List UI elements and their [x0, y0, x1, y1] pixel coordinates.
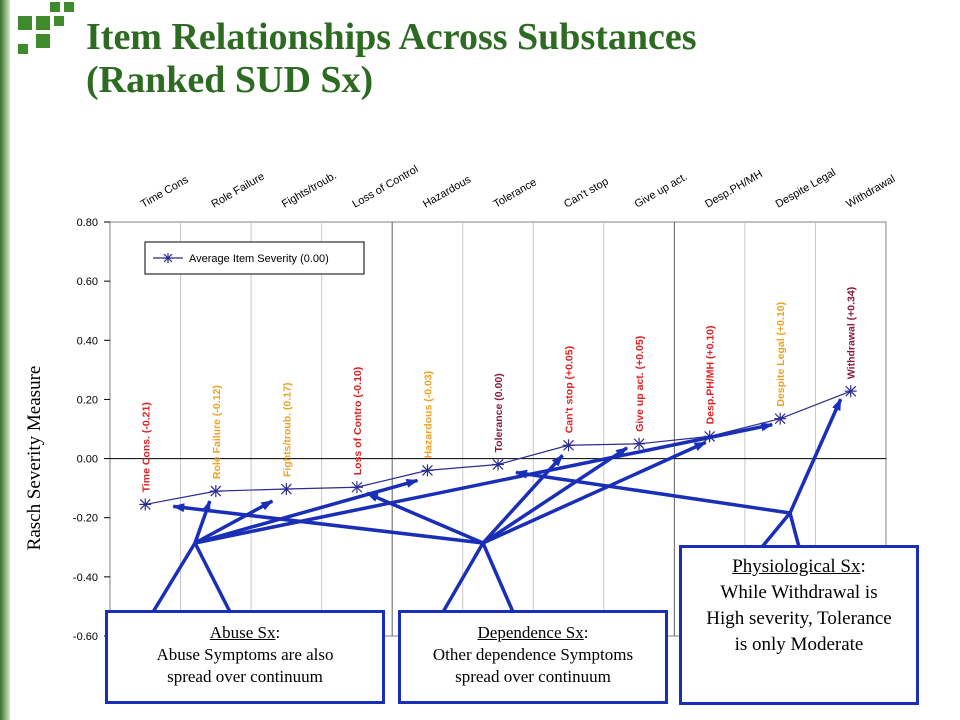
point-labels: Time Cons. (-0.21) Role Failure (-0.12) Fi…: [140, 287, 857, 493]
callout-abuse-line-2: spread over continuum: [167, 667, 323, 686]
callout-pointer-line: [481, 542, 515, 613]
data-point-marker: [844, 385, 857, 398]
callout-pointer-line: [151, 542, 197, 613]
y-tick-labels: 0.80 0.60 0.40 0.20 0.00 -0.20 -0.40 -0.60: [73, 217, 110, 643]
title-line-1: Item Relationships Across Substances: [86, 16, 697, 58]
point-label: Can't stop (+0.05): [564, 346, 576, 433]
callout-arrow: [482, 446, 629, 545]
point-label: Loss of Contro (-0.10): [352, 367, 364, 476]
slide-title: Item Relationships Across Substances (Ra…: [86, 16, 946, 102]
callout-arrow: [788, 398, 843, 514]
data-point-marker: [774, 412, 787, 425]
y-tick-label: 0.20: [77, 394, 98, 406]
data-point-marker: [209, 485, 222, 498]
category-label: Desp.PH/MH: [703, 168, 765, 211]
category-label: Give up act.: [633, 171, 690, 211]
point-label: Fights/troub. (0.17): [281, 383, 293, 478]
checker-logo: [18, 2, 74, 54]
callout-pointer-line: [760, 511, 792, 549]
callout-arrow: [515, 469, 791, 515]
callout-arrow: [172, 503, 484, 545]
data-point-marker: [139, 498, 152, 511]
callout-dependence-heading: Dependence Sx: [477, 623, 584, 642]
callout-physiological-line-2: High severity, Tolerance: [706, 608, 892, 629]
point-label: Withdrawal (+0.34): [846, 287, 858, 379]
callout-pointer-line: [788, 512, 801, 548]
legend-series-name: Average Item Severity (0.00): [189, 253, 329, 265]
callout-arrow: [194, 499, 274, 545]
callout-dependence-line-1: Other dependence Symptoms: [432, 645, 634, 664]
callout-abuse-line-1: Abuse Symptoms are also: [156, 645, 334, 664]
data-point-marker: [421, 464, 434, 477]
callout-arrow: [193, 500, 212, 544]
point-label: Role Failure (-0.12): [211, 385, 223, 479]
category-label: Hazardous: [421, 173, 474, 210]
callout-dependence-colon: :: [583, 623, 589, 642]
category-label: Despite Legal: [774, 167, 838, 211]
title-line-2: (Ranked SUD Sx): [86, 59, 374, 101]
point-label: Tolerance (0.00): [493, 373, 505, 452]
y-tick-label: -0.20: [73, 513, 98, 525]
category-labels: Time Cons Role Failure Fights/troub. Loss o…: [139, 163, 898, 210]
callout-arrow: [194, 422, 774, 545]
y-tick-label: 0.80: [77, 217, 98, 229]
data-point-marker: [633, 437, 646, 450]
y-tick-label: -0.40: [73, 572, 98, 584]
data-point-marker: [350, 481, 363, 494]
y-tick-label: 0.60: [77, 276, 98, 288]
callout-pointer-line: [441, 542, 485, 613]
data-point-marker: [492, 458, 504, 471]
callout-abuse: Abuse Sx: Abuse Symptoms are also spread…: [105, 610, 385, 704]
data-point-marker: [562, 439, 575, 452]
category-label: Withdrawal: [844, 173, 897, 211]
category-label: Time Cons: [139, 174, 191, 211]
point-label: Desp.PH/MH (+0.10): [705, 325, 717, 424]
callout-arrows: [151, 398, 843, 613]
callout-physiological-line-3: is only Moderate: [734, 634, 864, 655]
callout-dependence-line-2: spread over continuum: [455, 667, 611, 686]
callout-pointer-line: [193, 542, 232, 613]
legend-marker-icon: [163, 253, 173, 263]
callout-physiological: Physiological Sx: While Withdrawal is Hi…: [679, 545, 919, 705]
category-label: Role Failure: [209, 171, 266, 211]
point-label: Hazardous (-0.03): [422, 371, 434, 459]
callout-physiological-heading: Physiological Sx: [732, 556, 861, 577]
callout-physiological-colon: :: [860, 556, 866, 577]
y-tick-label: 0.40: [77, 335, 98, 347]
y-tick-label: 0.00: [77, 454, 98, 466]
category-label: Tolerance: [492, 176, 539, 210]
point-label: Time Cons. (-0.21): [140, 402, 152, 492]
grid-lines: [110, 222, 886, 636]
callout-arrow: [481, 454, 564, 545]
left-accent-bar: [0, 0, 10, 720]
category-label: Can't stop: [562, 176, 611, 211]
callout-arrow: [194, 478, 419, 545]
category-label: Fights/troub.: [280, 170, 339, 211]
callout-arrow: [482, 440, 707, 545]
callout-abuse-colon: :: [275, 623, 281, 642]
series-average-item-severity: [139, 385, 857, 511]
category-label: Loss of Control: [350, 163, 420, 210]
callout-dependence: Dependence Sx: Other dependence Symptoms…: [398, 610, 668, 704]
point-label: Despite Legal (+0.10): [775, 302, 787, 407]
callout-abuse-heading: Abuse Sx: [209, 623, 276, 642]
y-tick-label: -0.60: [73, 631, 98, 643]
callout-physiological-line-1: While Withdrawal is: [720, 582, 878, 603]
data-point-marker: [280, 483, 293, 496]
callout-arrow: [365, 491, 484, 545]
point-label: Give up act. (+0.05): [634, 336, 646, 432]
legend: Average Item Severity (0.00): [144, 241, 365, 275]
